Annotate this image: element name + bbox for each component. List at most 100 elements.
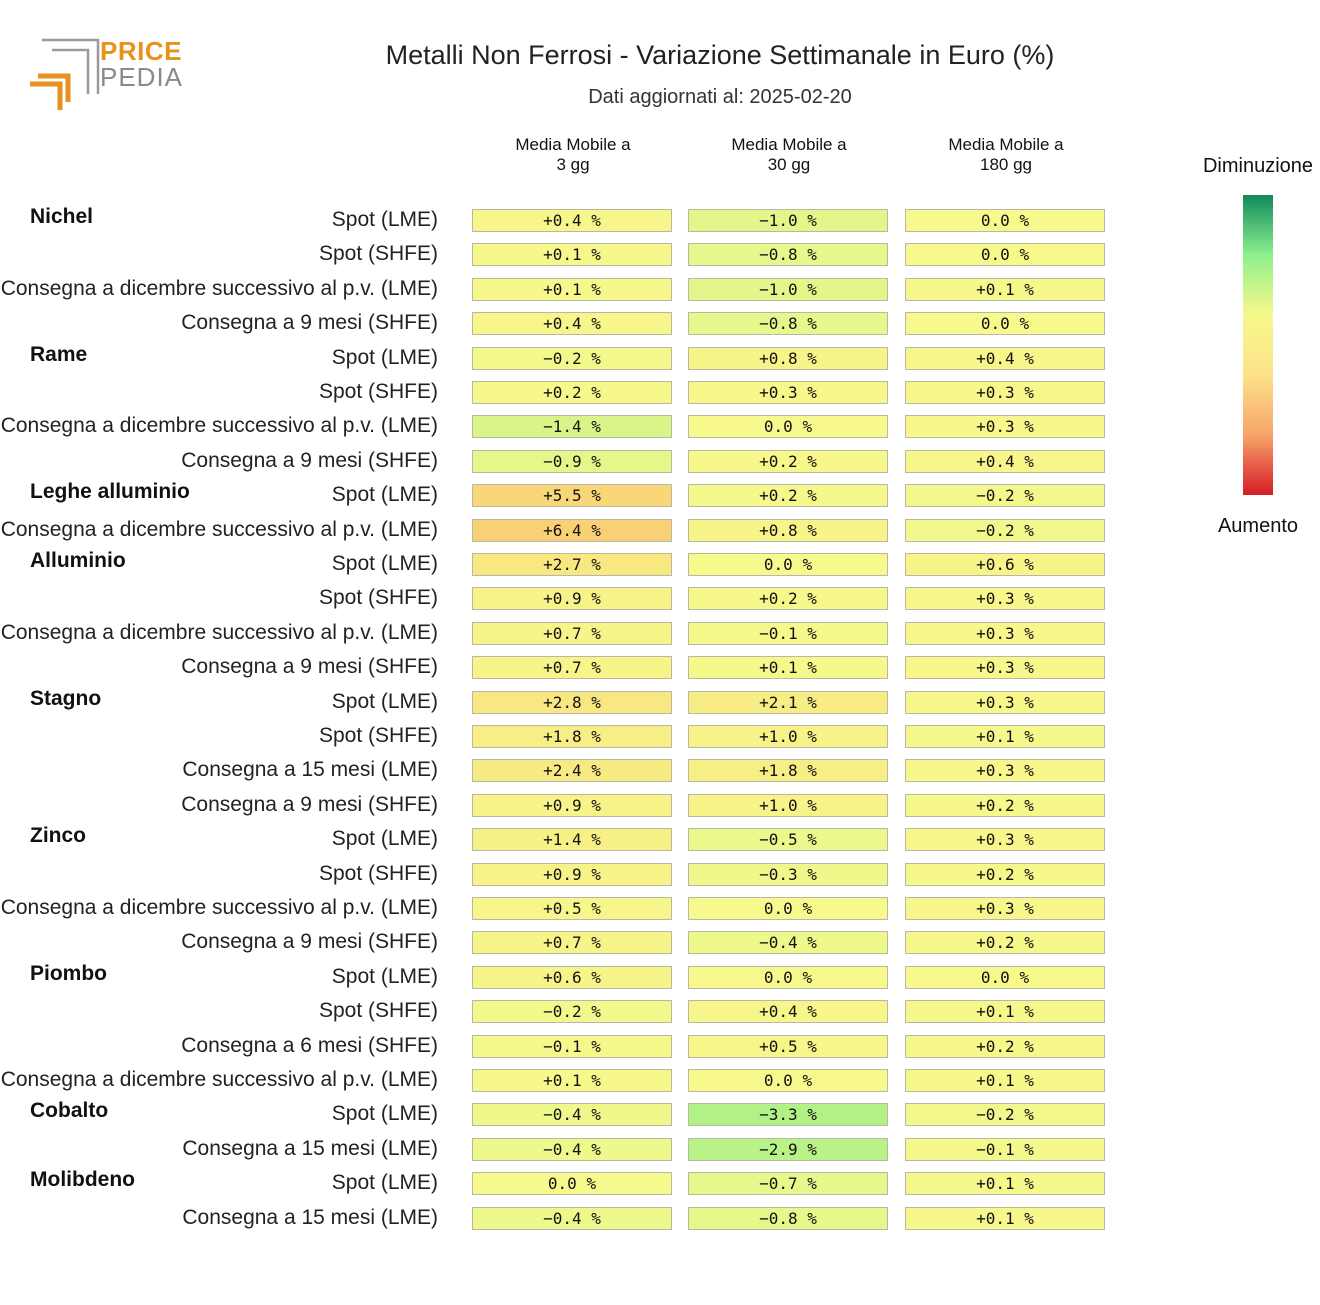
- heatmap-cell: +0.7 %: [472, 656, 672, 680]
- group-label: Alluminio: [30, 549, 126, 572]
- heatmap-cell: −0.4 %: [472, 1137, 672, 1161]
- heatmap-cell: +0.1 %: [905, 1172, 1105, 1196]
- heatmap-cell: +0.3 %: [905, 759, 1105, 783]
- heatmap-cell: −1.4 %: [472, 415, 672, 439]
- row-label: Spot (LME): [331, 689, 438, 713]
- logo-mark-icon: [30, 38, 100, 110]
- heatmap-cell: −0.4 %: [472, 1206, 672, 1230]
- heatmap-cell: −0.1 %: [688, 621, 888, 645]
- chart-subtitle: Dati aggiornati al: 2025-02-20: [588, 86, 852, 108]
- heatmap-cell: −0.3 %: [688, 862, 888, 886]
- heatmap-cell: +0.3 %: [905, 587, 1105, 611]
- row-label: Consegna a 9 mesi (SHFE): [181, 448, 438, 472]
- heatmap-cell: +0.1 %: [472, 277, 672, 301]
- row-label: Consegna a dicembre successivo al p.v. (…: [0, 276, 438, 300]
- heatmap-cell: +0.3 %: [905, 381, 1105, 404]
- row-label: Spot (SHFE): [318, 999, 438, 1023]
- heatmap-cell: +2.7 %: [472, 553, 672, 576]
- group-label: Rame: [30, 342, 88, 366]
- row-label: Spot (LME): [331, 964, 438, 988]
- heatmap-cell: 0.0 %: [688, 415, 888, 439]
- group-label: Stagno: [30, 686, 102, 710]
- heatmap-cell: +0.4 %: [472, 312, 672, 336]
- heatmap-cell: −0.4 %: [688, 931, 888, 955]
- heatmap-cell: −0.9 %: [472, 449, 672, 473]
- heatmap-cell: +0.8 %: [688, 346, 888, 370]
- heatmap-cell: −0.2 %: [905, 1103, 1105, 1127]
- row-label: Spot (LME): [331, 345, 438, 369]
- heatmap-cell: 0.0 %: [905, 312, 1105, 336]
- heatmap-cell: +1.4 %: [472, 828, 672, 852]
- legend-color-scale: [1243, 195, 1273, 495]
- column-header: Media Mobile a 30 gg: [731, 135, 847, 174]
- row-label: Consegna a dicembre successivo al p.v. (…: [0, 414, 438, 438]
- heatmap-cell: 0.0 %: [688, 897, 888, 920]
- heatmap-cell: −1.0 %: [688, 209, 888, 232]
- logo-pedia-text: PEDIA: [100, 62, 184, 92]
- pricepedia-logo: PRICE PEDIA: [30, 38, 190, 110]
- row-label: Spot (LME): [331, 208, 438, 231]
- heatmap-cell: −0.2 %: [905, 518, 1105, 542]
- heatmap-cell: −0.2 %: [472, 1000, 672, 1024]
- heatmap-cell: +0.9 %: [472, 862, 672, 886]
- row-label: Consegna a 9 mesi (SHFE): [181, 792, 438, 816]
- heatmap-cell: +0.5 %: [688, 1034, 888, 1058]
- heatmap-cell: +0.2 %: [472, 381, 672, 404]
- heatmap-cell: +0.9 %: [472, 587, 672, 611]
- heatmap-cell: −0.7 %: [688, 1172, 888, 1196]
- heatmap-cell: +0.2 %: [905, 1034, 1105, 1058]
- group-label: Zinco: [30, 824, 86, 848]
- heatmap-cell: −0.8 %: [688, 1206, 888, 1230]
- legend-bottom-label: Aumento: [1217, 515, 1299, 537]
- heatmap-cell: +1.8 %: [688, 759, 888, 783]
- heatmap-cell: +0.4 %: [905, 449, 1105, 473]
- row-label: Consegna a dicembre successivo al p.v. (…: [0, 517, 438, 541]
- heatmap-cell: +2.8 %: [472, 690, 672, 714]
- heatmap-cell: +0.2 %: [688, 449, 888, 473]
- heatmap-cell: +0.6 %: [905, 553, 1105, 576]
- heatmap-cell: +0.1 %: [905, 277, 1105, 301]
- heatmap-cell: 0.0 %: [905, 243, 1105, 267]
- heatmap-cell: +0.1 %: [688, 656, 888, 680]
- row-label: Consegna a 9 mesi (SHFE): [181, 655, 438, 679]
- row-label: Consegna a 9 mesi (SHFE): [181, 311, 438, 335]
- row-label: Spot (LME): [331, 483, 438, 507]
- heatmap-cell: −0.1 %: [472, 1034, 672, 1058]
- heatmap-cell: +0.7 %: [472, 931, 672, 955]
- heatmap-cell: +1.0 %: [688, 725, 888, 748]
- heatmap-cell: +0.2 %: [905, 793, 1105, 817]
- heatmap-cell: +0.3 %: [688, 381, 888, 404]
- heatmap-cell: 0.0 %: [688, 553, 888, 576]
- heatmap-cell: +0.3 %: [905, 897, 1105, 920]
- heatmap-cell: +0.4 %: [905, 346, 1105, 370]
- heatmap-cell: +0.2 %: [688, 484, 888, 508]
- row-label: Consegna a dicembre successivo al p.v. (…: [0, 1068, 438, 1091]
- heatmap-cell: +0.3 %: [905, 690, 1105, 714]
- heatmap-cell: −0.5 %: [688, 828, 888, 852]
- heatmap-cell: +2.1 %: [688, 690, 888, 714]
- legend-top-label: Diminuzione: [1202, 155, 1314, 177]
- chart-title: Metalli Non Ferrosi - Variazione Settima…: [385, 40, 1055, 70]
- heatmap-cell: 0.0 %: [905, 209, 1105, 232]
- row-label: Consegna a 9 mesi (SHFE): [181, 930, 438, 954]
- heatmap-cell: −3.3 %: [688, 1103, 888, 1127]
- heatmap-cell: +0.1 %: [905, 1069, 1105, 1092]
- heatmap-cell: +0.2 %: [688, 587, 888, 611]
- heatmap-cell: +0.1 %: [905, 725, 1105, 748]
- heatmap-cell: +0.4 %: [472, 209, 672, 232]
- heatmap-cell: 0.0 %: [688, 965, 888, 989]
- logo-price-text: PRICE: [100, 36, 182, 66]
- row-label: Consegna a 15 mesi (LME): [182, 1205, 438, 1229]
- heatmap-cell: +0.2 %: [905, 862, 1105, 886]
- heatmap-cell: +0.1 %: [472, 243, 672, 267]
- row-label: Spot (SHFE): [318, 242, 438, 266]
- row-label: Consegna a dicembre successivo al p.v. (…: [0, 896, 438, 919]
- row-label: Consegna a 6 mesi (SHFE): [181, 1033, 438, 1057]
- heatmap-cell: +2.4 %: [472, 759, 672, 783]
- row-label: Spot (LME): [331, 1102, 438, 1126]
- heatmap-cell: −0.8 %: [688, 243, 888, 267]
- heatmap-cell: 0.0 %: [688, 1069, 888, 1092]
- heatmap-cell: +0.1 %: [905, 1206, 1105, 1230]
- row-label: Spot (SHFE): [318, 861, 438, 885]
- heatmap-cell: +0.3 %: [905, 656, 1105, 680]
